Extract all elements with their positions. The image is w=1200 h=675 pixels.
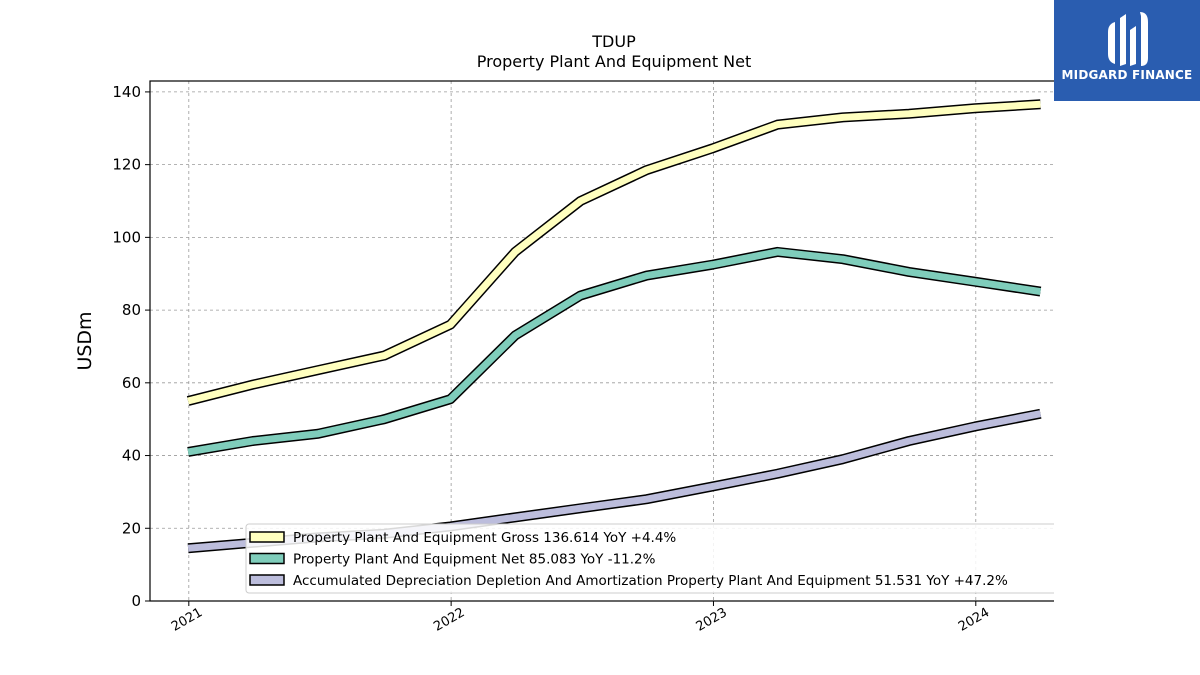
x-tick-label: 2021 [169,605,205,635]
x-tick-label: 2024 [956,605,992,635]
logo-text: MIDGARD FINANCE [1061,68,1193,82]
series-layer [186,99,1042,554]
x-tick-label: 2022 [431,605,467,635]
legend-label: Accumulated Depreciation Depletion And A… [293,573,1008,589]
series-line [187,100,1041,405]
chart-subtitle: Property Plant And Equipment Net [477,52,752,71]
legend-items: Property Plant And Equipment Gross 136.6… [249,530,1008,589]
y-tick-label: 120 [112,156,141,174]
series-line [187,248,1041,456]
y-axis-label: USDm [74,311,96,370]
logo-mark-icon [1108,12,1148,66]
legend-label: Property Plant And Equipment Gross 136.6… [293,530,676,546]
x-tick-label: 2023 [694,605,730,635]
chart: TDUP Property Plant And Equipment Net 0 2… [74,32,1054,635]
legend-swatch [249,531,285,543]
y-tick-label: 80 [122,301,141,319]
y-tick-label: 100 [112,228,141,246]
series-line-outline [186,99,1041,406]
legend-swatch [249,574,285,586]
y-tick-label: 40 [122,447,141,465]
legend-swatch [249,552,285,565]
legend-box [245,523,1054,594]
legend: Property Plant And Equipment Gross 136.6… [245,523,1054,594]
y-tick-label: 20 [122,519,141,537]
y-tick-label: 0 [131,592,141,610]
y-tick-label: 60 [122,374,141,392]
grid-layer [150,81,1054,602]
chart-title: TDUP [591,32,636,51]
brand-logo: MIDGARD FINANCE [1054,0,1200,101]
legend-label: Property Plant And Equipment Net 85.083 … [293,552,656,568]
y-tick-label: 140 [112,83,141,101]
plot-frame [149,80,1054,602]
